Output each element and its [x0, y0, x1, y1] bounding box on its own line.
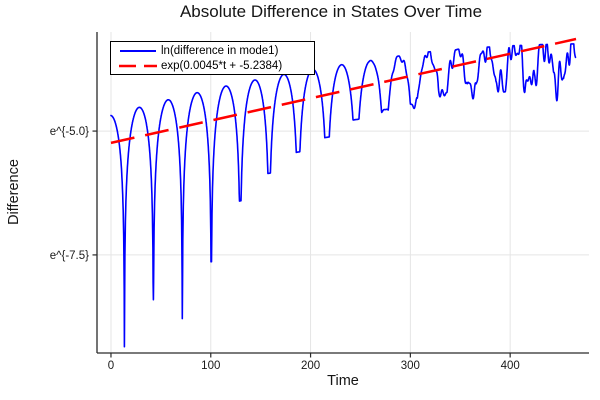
- difference-series-line: [110, 43, 577, 348]
- x-tick-label: 0: [108, 360, 114, 372]
- x-tick-label: 400: [501, 360, 520, 372]
- grid-lines: [97, 32, 589, 353]
- x-tick-label: 200: [301, 360, 320, 372]
- legend-entry-fit: exp(0.0045*t + -5.2384): [118, 58, 310, 73]
- legend-label-fit: exp(0.0045*t + -5.2384): [161, 59, 283, 72]
- x-axis-label: Time: [327, 373, 359, 389]
- legend-entry-difference: ln(difference in mode1): [118, 43, 310, 58]
- y-tick-label: e^{-7.5}: [50, 250, 89, 262]
- axes: [92, 32, 589, 358]
- exp-fit-dashed-line: [110, 37, 577, 145]
- y-axis-label: Difference: [6, 159, 22, 225]
- legend-line-sample-solid: [120, 49, 156, 52]
- legend-label-difference: ln(difference in mode1): [161, 44, 279, 57]
- y-tick-label: e^{-5.0}: [50, 126, 89, 138]
- x-tick-label: 100: [201, 360, 220, 372]
- legend-line-sample-dashed: [119, 64, 157, 67]
- legend-box: ln(difference in mode1) exp(0.0045*t + -…: [110, 41, 315, 75]
- x-tick-label: 300: [401, 360, 420, 372]
- chart-title: Absolute Difference in States Over Time: [179, 2, 483, 21]
- tick-labels: 0 100 200 300 400 e^{-5.0} e^{-7.5}: [50, 126, 520, 372]
